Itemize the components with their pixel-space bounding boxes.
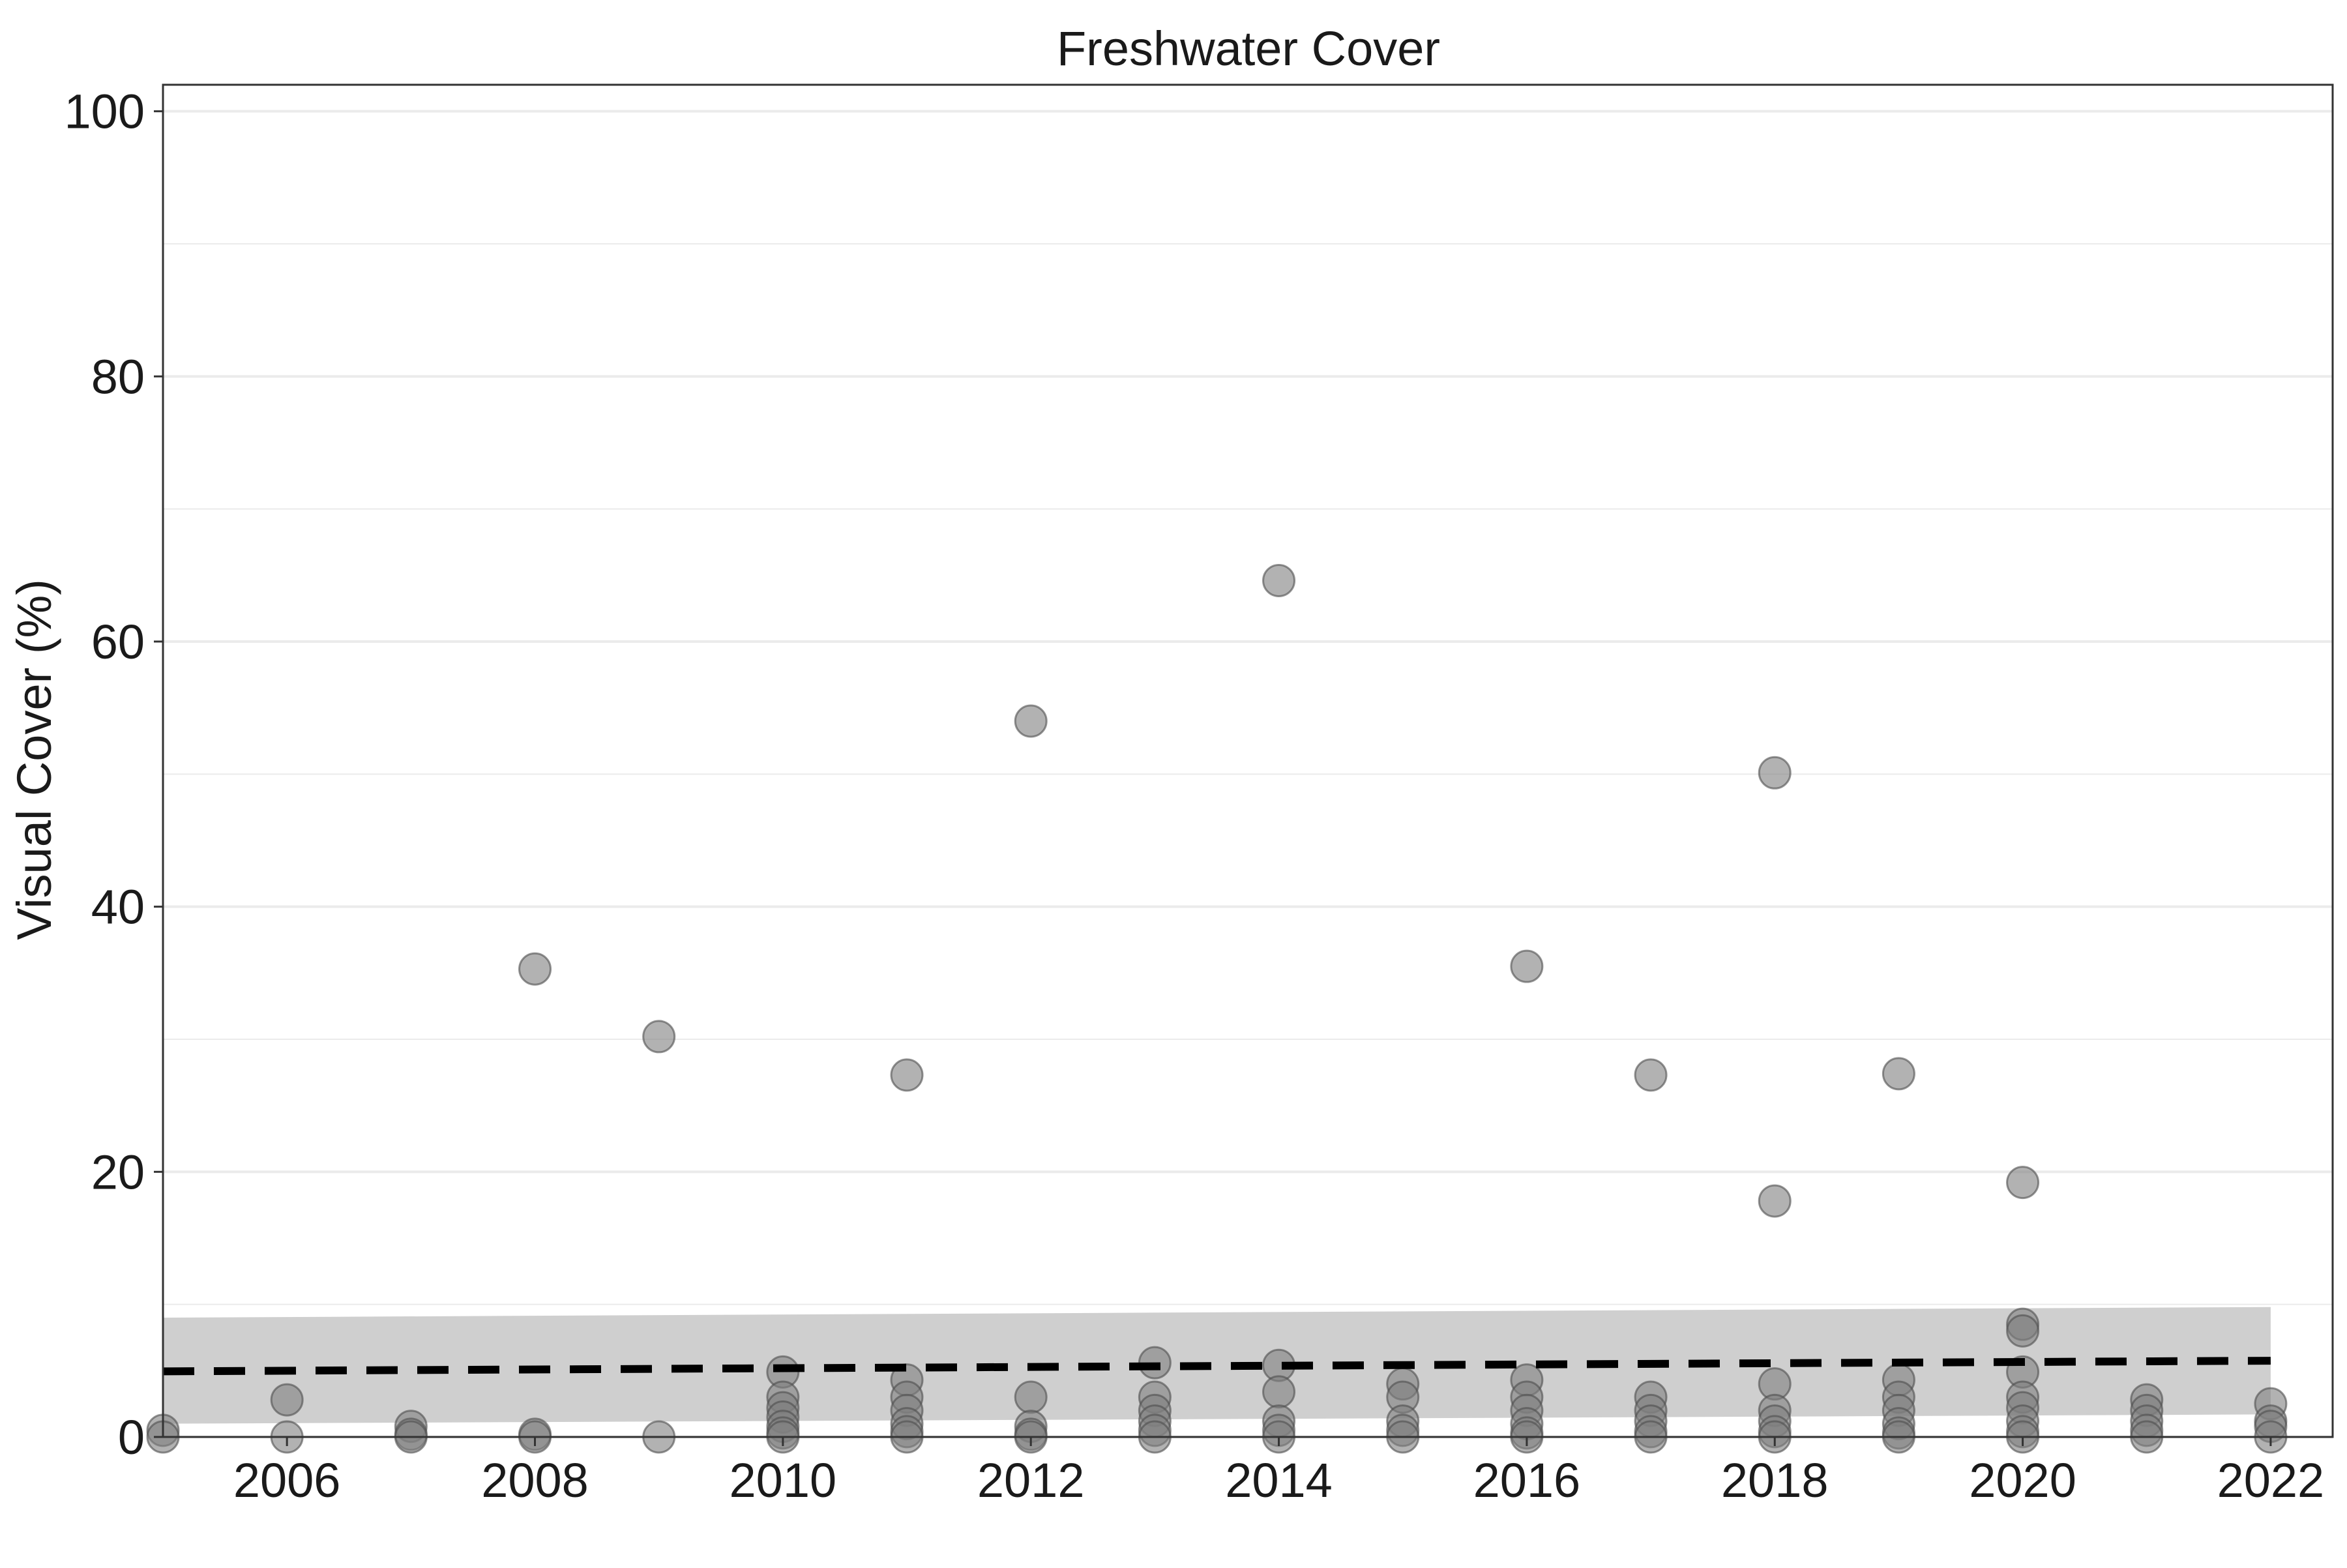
y-tick-label: 20 [91, 1145, 145, 1199]
data-point [1758, 756, 1792, 790]
data-point [270, 1383, 304, 1417]
x-tick-label: 2018 [1721, 1453, 1829, 1507]
y-tick-label: 80 [91, 349, 145, 404]
x-tick-label: 2014 [1225, 1453, 1333, 1507]
y-axis-title: Visual Cover (%) [7, 579, 61, 940]
data-point [1262, 563, 1296, 597]
data-point [1510, 949, 1544, 983]
axes: 2006 2008 2010 2012 2014 2016 2018 2020 2022 0 20 4… [65, 85, 2325, 1507]
y-tick-label: 0 [118, 1410, 145, 1464]
confidence-band [163, 1307, 2271, 1424]
x-tick-label: 2012 [977, 1453, 1085, 1507]
x-tick-label: 2010 [730, 1453, 837, 1507]
data-point [518, 952, 552, 986]
y-tick-label: 60 [91, 615, 145, 669]
y-tick-label: 100 [65, 85, 145, 139]
gridlines [163, 110, 2333, 1438]
data-point [1634, 1058, 1668, 1092]
y-tick-label: 40 [91, 880, 145, 934]
x-tick-label: 2016 [1473, 1453, 1581, 1507]
trend-line-layer [162, 1357, 2271, 1376]
data-point [1882, 1057, 1915, 1091]
data-point [1014, 1380, 1048, 1414]
data-points [146, 563, 2288, 1454]
x-tick-label: 2022 [2217, 1453, 2325, 1507]
x-tick-label: 2008 [481, 1453, 589, 1507]
data-point [1758, 1184, 1792, 1218]
data-point [1014, 704, 1048, 738]
data-point [1262, 1375, 1296, 1409]
data-point [2006, 1314, 2040, 1348]
panel-border-layer [162, 83, 2334, 1438]
trend-line [162, 1357, 2271, 1376]
x-tick-label: 2020 [1969, 1453, 2076, 1507]
data-point [890, 1058, 924, 1092]
panel-border [162, 83, 2334, 1438]
chart-title: Freshwater Cover [1057, 22, 1440, 76]
data-point [2006, 1166, 2040, 1200]
x-tick-label: 2006 [233, 1453, 341, 1507]
data-point [642, 1020, 676, 1054]
confidence-band-layer [163, 1307, 2271, 1424]
